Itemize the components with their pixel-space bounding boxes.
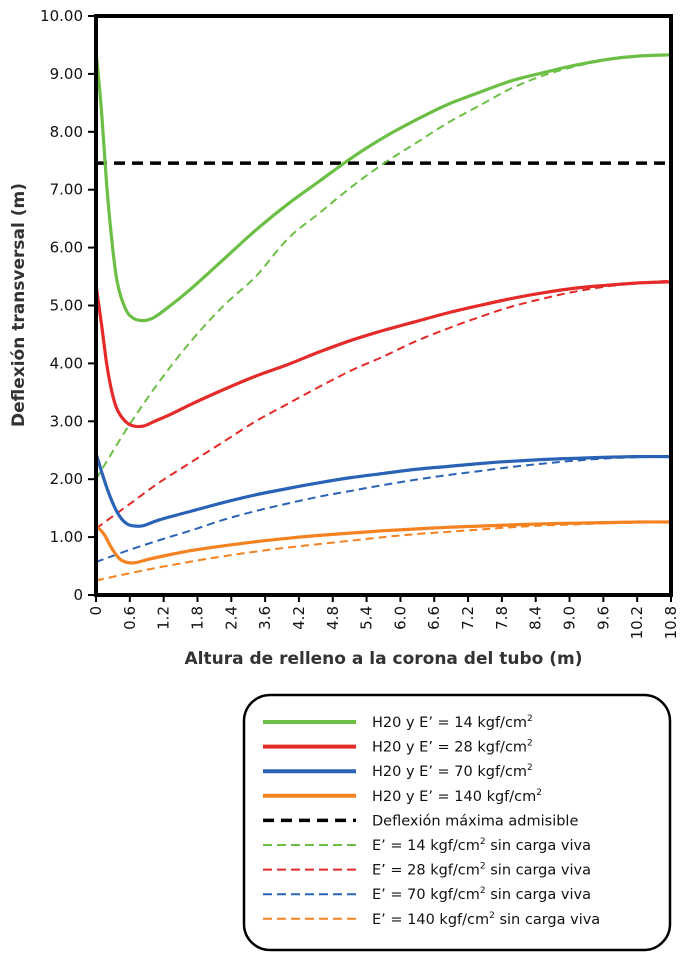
legend-items: H20 y E’ = 14 kgf/cm2 H20 y E’ = 28 kgf/c… xyxy=(263,714,600,928)
series-line-3 xyxy=(94,520,672,565)
series-line-0 xyxy=(94,50,672,323)
y-tick-label: 4.00 xyxy=(50,354,83,372)
y-tick-label: 0 xyxy=(73,586,83,604)
x-tick-label: 4.2 xyxy=(290,606,308,630)
legend-label-5: E’ = 14 kgf/cm2 sin carga viva xyxy=(372,837,591,854)
x-tick-label: 5.4 xyxy=(358,606,376,630)
legend-label-4: Deflexión máxima admisible xyxy=(372,813,578,829)
x-axis-title: Altura de relleno a la corona del tubo (… xyxy=(184,649,582,669)
x-tick-label: 0 xyxy=(87,606,105,616)
legend-label-2: H20 y E’ = 70 kgf/cm2 xyxy=(372,763,533,780)
legend-label-0: H20 y E’ = 14 kgf/cm2 xyxy=(372,714,533,731)
y-tick-label: 2.00 xyxy=(50,470,83,488)
x-tick-label: 9.0 xyxy=(561,606,579,630)
x-tick-label: 0.6 xyxy=(121,606,139,630)
x-tick-label: 10.2 xyxy=(628,606,646,639)
x-tick-label: 10.8 xyxy=(662,606,680,639)
legend-label-7: E’ = 70 kgf/cm2 sin carga viva xyxy=(372,886,591,903)
y-axis-ticks: 0 1.00 2.00 3.00 4.00 5.00 6.00 7.00 8.00 9.00 10.… xyxy=(40,7,96,604)
series-line-2 xyxy=(94,452,672,528)
x-tick-label: 1.2 xyxy=(155,606,173,630)
y-tick-label: 9.00 xyxy=(50,65,83,83)
series-layer xyxy=(94,50,672,582)
y-tick-label: 8.00 xyxy=(50,123,83,141)
plot-area-frame xyxy=(94,14,673,597)
x-tick-label: 7.8 xyxy=(493,606,511,630)
x-tick-label: 7.2 xyxy=(459,606,477,630)
x-tick-label: 2.4 xyxy=(222,606,240,630)
x-tick-label: 6.0 xyxy=(391,606,409,630)
x-tick-label: 6.6 xyxy=(425,606,443,630)
legend: H20 y E’ = 14 kgf/cm2 H20 y E’ = 28 kgf/c… xyxy=(242,693,672,952)
series-line-1 xyxy=(94,280,672,429)
x-axis-ticks: 0 0.6 1.2 1.8 2.4 3.6 4.2 4.8 5.4 6.0 6.6 7.2 7.8 8.4… xyxy=(87,595,680,639)
legend-label-6: E’ = 28 kgf/cm2 sin carga viva xyxy=(372,862,591,879)
y-tick-label: 5.00 xyxy=(50,297,83,315)
series-line-5 xyxy=(95,53,672,480)
y-tick-label: 3.00 xyxy=(50,412,83,430)
x-tick-label: 4.8 xyxy=(324,606,342,630)
series-line-6 xyxy=(95,279,672,530)
y-tick-label: 6.00 xyxy=(50,239,83,257)
y-axis-title: Deflexión transversal (m) xyxy=(9,183,29,427)
y-tick-label: 10.00 xyxy=(40,7,83,25)
y-tick-label: 7.00 xyxy=(50,181,83,199)
x-tick-label: 9.6 xyxy=(594,606,612,630)
x-tick-label: 3.6 xyxy=(256,606,274,630)
y-tick-label: 1.00 xyxy=(50,528,83,546)
legend-label-3: H20 y E’ = 140 kgf/cm2 xyxy=(372,788,542,805)
legend-label-8: E’ = 140 kgf/cm2 sin carga viva xyxy=(372,911,600,928)
legend-box xyxy=(242,693,672,952)
legend-label-1: H20 y E’ = 28 kgf/cm2 xyxy=(372,739,533,756)
x-tick-label: 1.8 xyxy=(189,606,207,630)
x-tick-label: 8.4 xyxy=(527,606,545,630)
